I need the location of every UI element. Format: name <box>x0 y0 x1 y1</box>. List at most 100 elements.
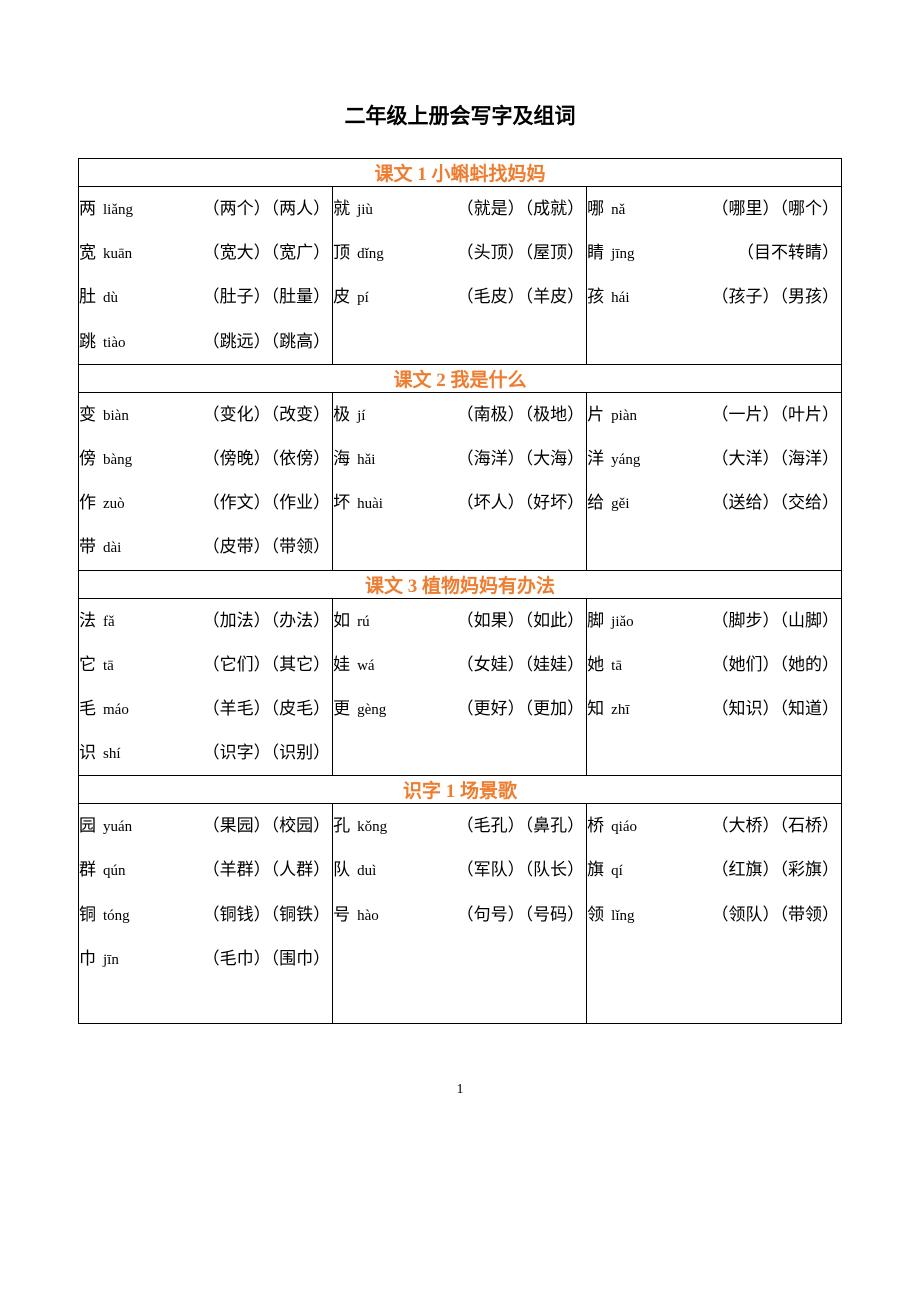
compound-words: （她们）（她的） <box>622 643 841 687</box>
pinyin: piàn <box>611 397 637 436</box>
character: 脚 <box>587 599 607 643</box>
vocab-entry: 睛jīng（目不转睛） <box>587 231 841 275</box>
pinyin: jiǎo <box>611 603 634 642</box>
character: 就 <box>333 187 353 231</box>
compound-words: （毛巾）（围巾） <box>119 937 332 981</box>
pinyin: qiáo <box>611 808 637 847</box>
character: 海 <box>333 437 353 481</box>
compound-words: （就是）（成就） <box>373 187 586 231</box>
character: 变 <box>79 393 99 437</box>
character: 顶 <box>333 231 353 275</box>
pinyin: dǐng <box>357 235 384 274</box>
character: 更 <box>333 687 353 731</box>
character: 知 <box>587 687 607 731</box>
character: 坏 <box>333 481 353 525</box>
lesson-header: 课文 1 小蝌蚪找妈妈 <box>79 159 842 187</box>
compound-words: （女娃）（娃娃） <box>375 643 587 687</box>
vocab-column: 片piàn（一片）（叶片）洋yáng（大洋）（海洋）给gěi（送给）（交给） <box>587 392 842 570</box>
pinyin: gèng <box>357 691 386 730</box>
vocab-entry <box>587 978 841 1020</box>
character: 队 <box>333 848 353 892</box>
vocab-entry: 号hào（句号）（号码） <box>333 893 586 937</box>
compound-words: （南极）（极地） <box>365 393 586 437</box>
vocab-entry <box>333 978 586 1020</box>
pinyin: tóng <box>103 897 130 936</box>
pinyin: dài <box>103 529 121 568</box>
vocab-column: 如rú（如果）（如此）娃wá（女娃）（娃娃）更gèng（更好）（更加） <box>333 598 587 776</box>
vocab-entry: 皮pí（毛皮）（羊皮） <box>333 275 586 319</box>
character: 傍 <box>79 437 99 481</box>
vocab-entry: 宽kuān（宽大）（宽广） <box>79 231 332 275</box>
vocab-entry: 如rú（如果）（如此） <box>333 599 586 643</box>
compound-words: （红旗）（彩旗） <box>623 848 841 892</box>
compound-words: （毛皮）（羊皮） <box>369 275 586 319</box>
compound-words: （知识）（知道） <box>629 687 841 731</box>
pinyin: hái <box>611 279 629 318</box>
vocab-entry: 知zhī（知识）（知道） <box>587 687 841 731</box>
pinyin: qí <box>611 852 623 891</box>
vocab-column: 孔kǒng（毛孔）（鼻孔）队duì（军队）（队长）号hào（句号）（号码） <box>333 804 587 1023</box>
vocab-entry: 桥qiáo（大桥）（石桥） <box>587 804 841 848</box>
vocab-entry <box>587 937 841 979</box>
vocab-entry: 队duì（军队）（队长） <box>333 848 586 892</box>
character: 毛 <box>79 687 99 731</box>
compound-words: （加法）（办法） <box>115 599 332 643</box>
vocab-entry: 哪nǎ（哪里）（哪个） <box>587 187 841 231</box>
pinyin: biàn <box>103 397 129 436</box>
vocab-entry <box>333 525 586 567</box>
pinyin: yuán <box>103 808 132 847</box>
character: 领 <box>587 893 607 937</box>
pinyin: wá <box>357 647 375 686</box>
vocab-entry: 坏huài（坏人）（好坏） <box>333 481 586 525</box>
compound-words: （果园）（校园） <box>132 804 332 848</box>
compound-words: （领队）（带领） <box>635 893 842 937</box>
pinyin: tā <box>611 647 622 686</box>
character: 娃 <box>333 643 353 687</box>
character: 桥 <box>587 804 607 848</box>
lesson-header: 识字 1 场景歌 <box>79 776 842 804</box>
vocab-entry: 变biàn（变化）（改变） <box>79 393 332 437</box>
compound-words: （大桥）（石桥） <box>637 804 841 848</box>
pinyin: zhī <box>611 691 629 730</box>
compound-words: （送给）（交给） <box>629 481 841 525</box>
character: 铜 <box>79 893 99 937</box>
character: 她 <box>587 643 607 687</box>
character: 园 <box>79 804 99 848</box>
vocab-column: 变biàn（变化）（改变）傍bàng（傍晚）（依傍）作zuò（作文）（作业）带d… <box>79 392 333 570</box>
vocab-entry: 海hǎi（海洋）（大海） <box>333 437 586 481</box>
vocab-entry <box>333 937 586 979</box>
vocab-column: 两liǎng（两个）（两人）宽kuān（宽大）（宽广）肚dù（肚子）（肚量）跳t… <box>79 187 333 365</box>
vocab-entry: 就jiù（就是）（成就） <box>333 187 586 231</box>
pinyin: duì <box>357 852 376 891</box>
lesson-header: 课文 2 我是什么 <box>79 364 842 392</box>
vocab-column: 极jí（南极）（极地）海hǎi（海洋）（大海）坏huài（坏人）（好坏） <box>333 392 587 570</box>
character: 极 <box>333 393 353 437</box>
page-number: 1 <box>78 1082 842 1098</box>
compound-words: （哪里）（哪个） <box>625 187 841 231</box>
compound-words: （如果）（如此） <box>370 599 587 643</box>
pinyin: qún <box>103 852 126 891</box>
vocab-entry <box>587 320 841 362</box>
character: 哪 <box>587 187 607 231</box>
pinyin: máo <box>103 691 129 730</box>
vocab-entry: 它tā（它们）（其它） <box>79 643 332 687</box>
vocab-entry: 肚dù（肚子）（肚量） <box>79 275 332 319</box>
page: 二年级上册会写字及组词 课文 1 小蝌蚪找妈妈两liǎng（两个）（两人）宽ku… <box>0 0 920 1138</box>
vocab-entry <box>79 981 332 1023</box>
compound-words: （肚子）（肚量） <box>118 275 332 319</box>
vocab-entry: 作zuò（作文）（作业） <box>79 481 332 525</box>
vocab-column: 桥qiáo（大桥）（石桥）旗qí（红旗）（彩旗）领lǐng（领队）（带领） <box>587 804 842 1023</box>
pinyin: pí <box>357 279 369 318</box>
character: 片 <box>587 393 607 437</box>
pinyin: kuān <box>103 235 132 274</box>
compound-words: （句号）（号码） <box>379 893 586 937</box>
character: 睛 <box>587 231 607 275</box>
character: 法 <box>79 599 99 643</box>
vocab-entry: 给gěi（送给）（交给） <box>587 481 841 525</box>
pinyin: fǎ <box>103 603 115 642</box>
compound-words: （宽大）（宽广） <box>132 231 332 275</box>
pinyin: zuò <box>103 485 125 524</box>
compound-words: （跳远）（跳高） <box>126 320 333 364</box>
compound-words: （两个）（两人） <box>133 187 332 231</box>
pinyin: huài <box>357 485 383 524</box>
